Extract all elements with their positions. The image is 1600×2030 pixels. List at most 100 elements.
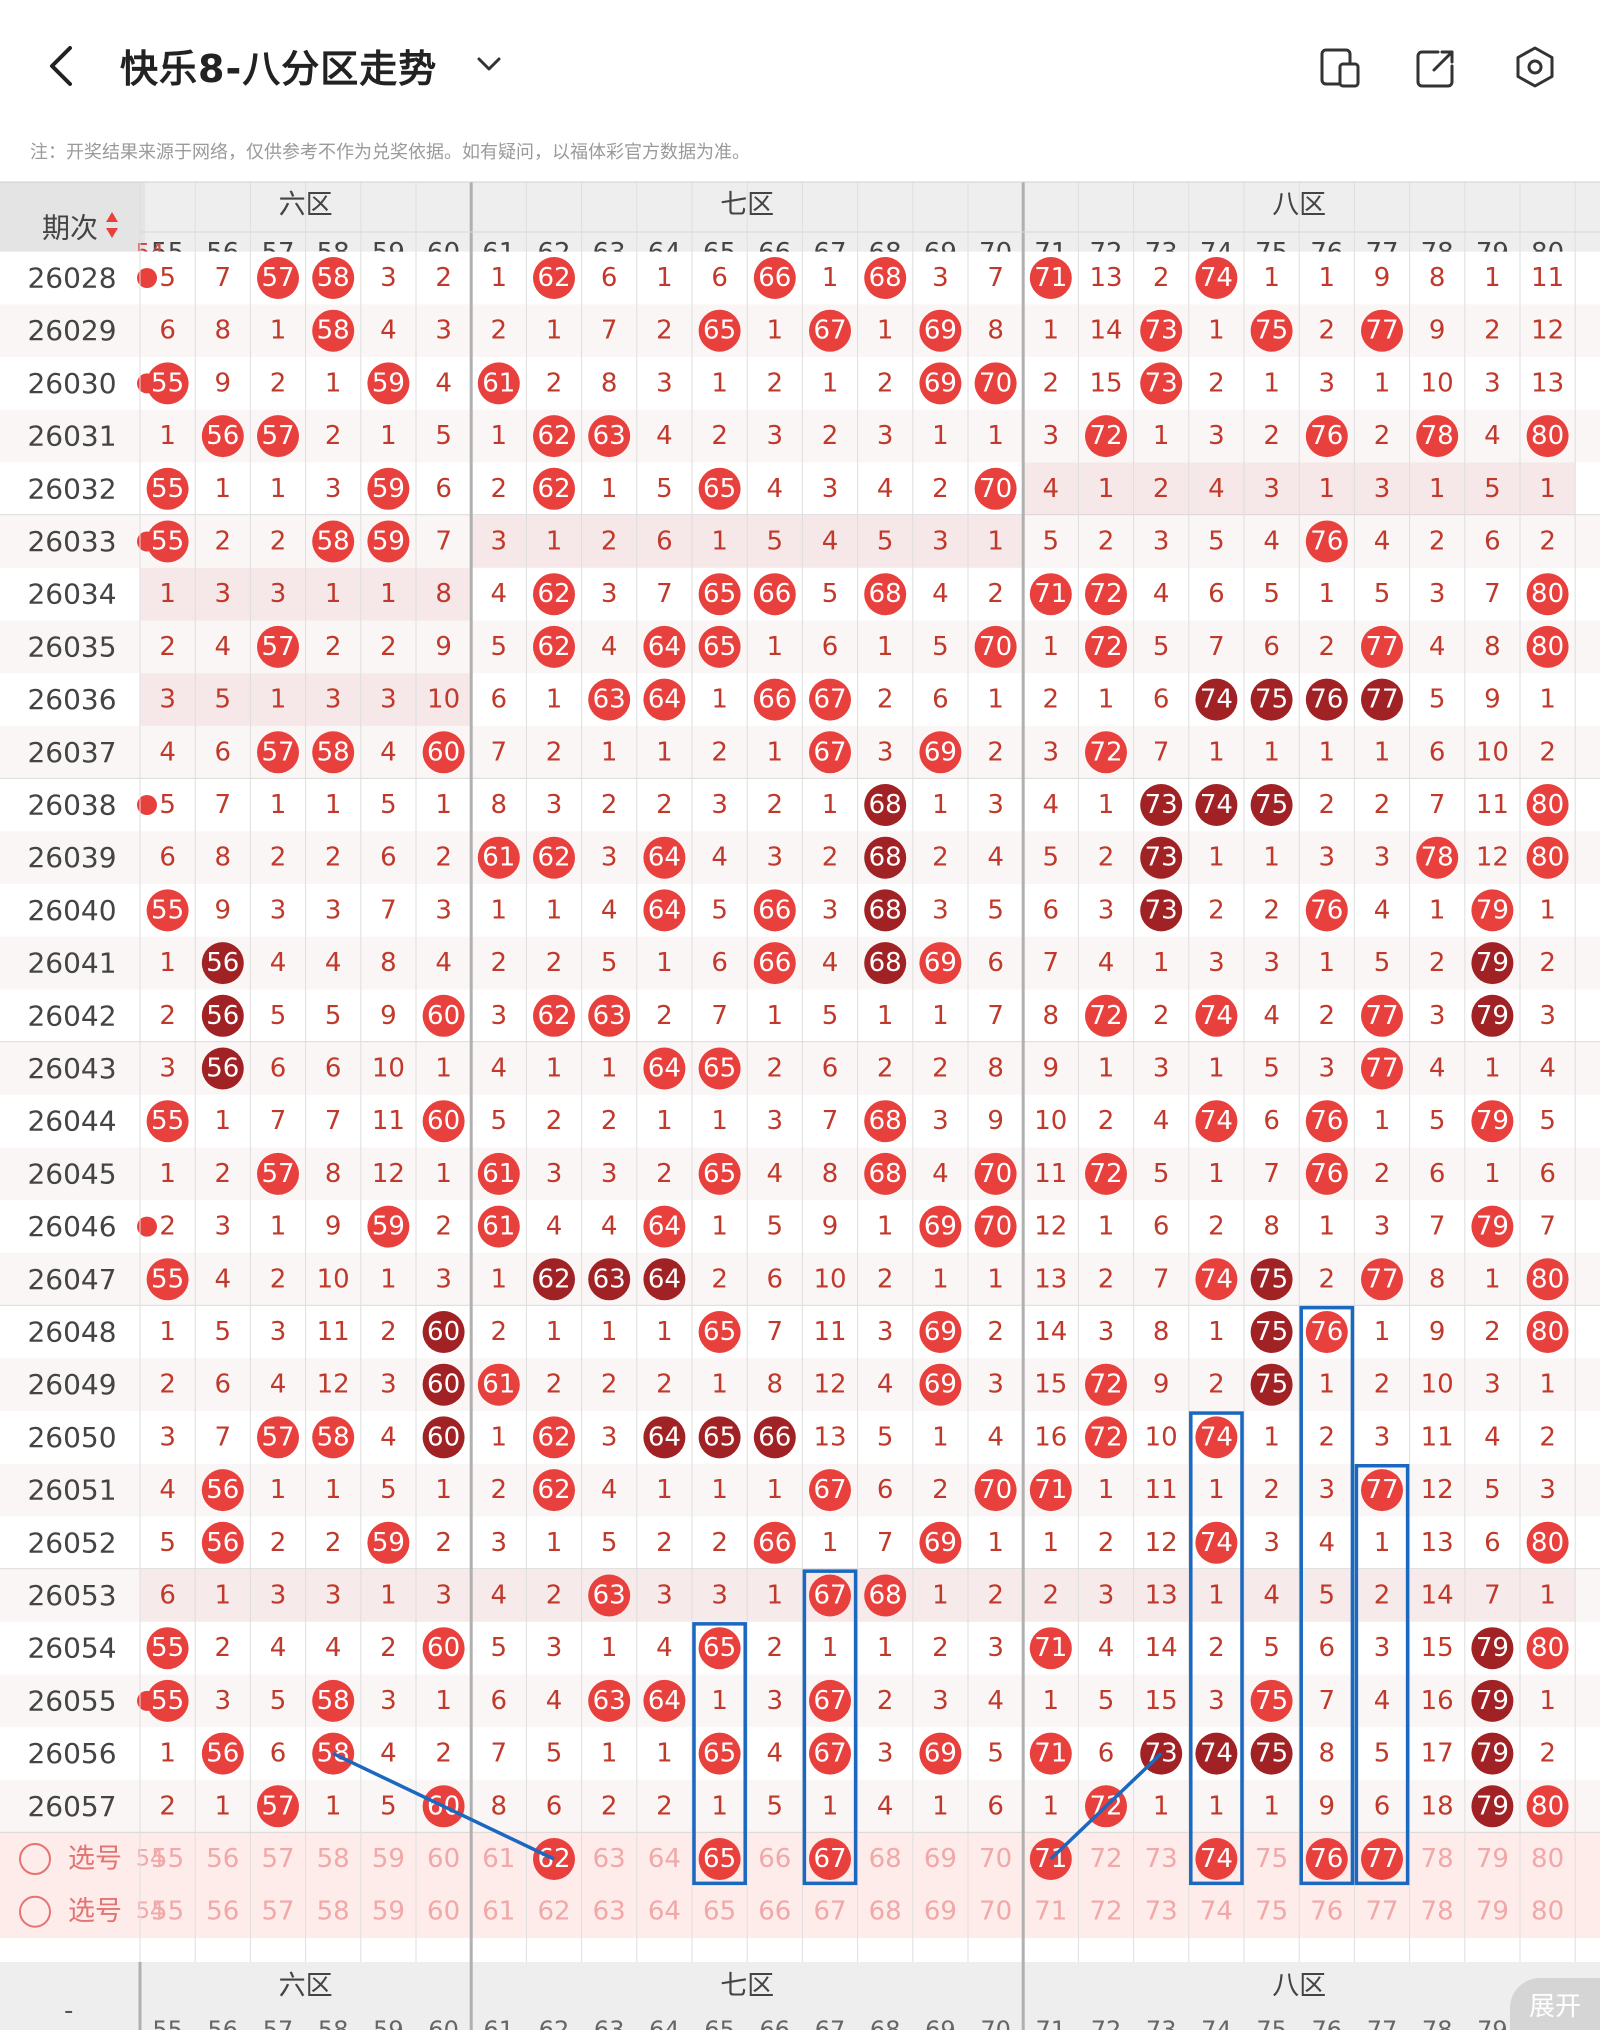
number-ball[interactable] (643, 889, 686, 932)
number-ball[interactable] (809, 1469, 851, 1512)
selected-ball[interactable] (698, 1838, 741, 1880)
number-ball[interactable] (1471, 994, 1514, 1037)
number-ball[interactable] (201, 994, 244, 1037)
number-ball[interactable] (919, 1521, 962, 1564)
number-ball[interactable] (974, 362, 1017, 405)
number-ball[interactable] (1526, 784, 1569, 826)
number-ball[interactable] (974, 467, 1017, 510)
number-ball[interactable] (1305, 889, 1348, 932)
number-ball[interactable] (1140, 889, 1183, 932)
number-ball[interactable] (1085, 573, 1127, 616)
number-ball[interactable] (1195, 678, 1238, 721)
number-ball[interactable] (864, 784, 907, 826)
number-ball[interactable] (312, 1679, 355, 1722)
number-ball[interactable] (864, 1100, 907, 1143)
number-ball[interactable] (919, 1732, 962, 1775)
number-ball[interactable] (367, 1521, 410, 1564)
back-arrow-icon[interactable] (44, 44, 80, 88)
number-ball[interactable] (257, 415, 299, 458)
number-ball[interactable] (1305, 520, 1348, 563)
number-ball[interactable] (1526, 1311, 1569, 1353)
number-ball[interactable] (864, 257, 907, 299)
number-ball[interactable] (588, 678, 631, 721)
number-ball[interactable] (1471, 1100, 1514, 1143)
number-ball[interactable] (698, 467, 741, 510)
number-ball[interactable] (257, 625, 299, 668)
number-ball[interactable] (643, 1679, 686, 1722)
number-ball[interactable] (422, 731, 465, 774)
number-ball[interactable] (146, 889, 189, 932)
number-ball[interactable] (201, 415, 244, 458)
number-ball[interactable] (1085, 415, 1127, 458)
number-ball[interactable] (1471, 1679, 1514, 1722)
number-ball[interactable] (1305, 678, 1348, 721)
selected-ball[interactable] (809, 1838, 851, 1880)
number-ball[interactable] (422, 1363, 465, 1406)
number-ball[interactable] (1305, 1100, 1348, 1143)
number-ball[interactable] (809, 1679, 851, 1722)
number-ball[interactable] (809, 1574, 851, 1617)
number-ball[interactable] (477, 362, 520, 405)
number-ball[interactable] (146, 520, 189, 563)
number-ball[interactable] (1195, 784, 1238, 826)
number-ball[interactable] (1526, 1521, 1569, 1564)
number-ball[interactable] (1250, 1679, 1293, 1722)
number-ball[interactable] (809, 1732, 851, 1775)
number-ball[interactable] (919, 309, 962, 352)
number-ball[interactable] (1526, 625, 1569, 668)
number-ball[interactable] (1195, 1100, 1238, 1143)
number-ball[interactable] (146, 1100, 189, 1143)
number-ball[interactable] (201, 1732, 244, 1775)
number-ball[interactable] (1250, 678, 1293, 721)
number-ball[interactable] (643, 1258, 686, 1301)
number-ball[interactable] (422, 994, 465, 1037)
number-ball[interactable] (1085, 1416, 1127, 1459)
number-ball[interactable] (1250, 1258, 1293, 1301)
number-ball[interactable] (1361, 994, 1403, 1037)
number-ball[interactable] (698, 309, 741, 352)
number-ball[interactable] (201, 1047, 244, 1090)
number-ball[interactable] (201, 1521, 244, 1564)
number-ball[interactable] (753, 1521, 796, 1564)
number-ball[interactable] (1526, 573, 1569, 616)
number-ball[interactable] (533, 836, 575, 879)
number-ball[interactable] (588, 1679, 631, 1722)
number-ball[interactable] (919, 362, 962, 405)
selected-ball[interactable] (1305, 1838, 1348, 1880)
number-ball[interactable] (864, 1152, 907, 1195)
number-ball[interactable] (588, 1574, 631, 1617)
number-ball[interactable] (422, 1416, 465, 1459)
split-screen-icon[interactable] (1318, 46, 1362, 90)
number-ball[interactable] (477, 836, 520, 879)
number-ball[interactable] (1029, 1627, 1072, 1670)
number-ball[interactable] (588, 415, 631, 458)
number-ball[interactable] (698, 1311, 741, 1353)
number-ball[interactable] (1471, 889, 1514, 932)
number-ball[interactable] (533, 257, 575, 299)
number-ball[interactable] (698, 1047, 741, 1090)
number-ball[interactable] (974, 1469, 1017, 1512)
number-ball[interactable] (1140, 836, 1183, 879)
number-ball[interactable] (257, 731, 299, 774)
number-ball[interactable] (1140, 309, 1183, 352)
expand-button[interactable]: 展开 (1510, 1978, 1600, 2030)
number-ball[interactable] (1416, 836, 1459, 879)
number-ball[interactable] (257, 1416, 299, 1459)
number-ball[interactable] (312, 1416, 355, 1459)
number-ball[interactable] (1471, 1627, 1514, 1670)
number-ball[interactable] (974, 625, 1017, 668)
number-ball[interactable] (1250, 1363, 1293, 1406)
number-ball[interactable] (1250, 784, 1293, 826)
number-ball[interactable] (753, 1416, 796, 1459)
number-ball[interactable] (257, 257, 299, 299)
number-ball[interactable] (643, 1047, 686, 1090)
number-ball[interactable] (146, 1679, 189, 1722)
number-ball[interactable] (643, 678, 686, 721)
selected-ball[interactable] (1361, 1838, 1403, 1880)
number-ball[interactable] (1029, 257, 1072, 299)
number-ball[interactable] (1305, 1152, 1348, 1195)
number-ball[interactable] (864, 889, 907, 932)
number-ball[interactable] (1195, 1732, 1238, 1775)
number-ball[interactable] (1029, 573, 1072, 616)
number-ball[interactable] (1140, 784, 1183, 826)
